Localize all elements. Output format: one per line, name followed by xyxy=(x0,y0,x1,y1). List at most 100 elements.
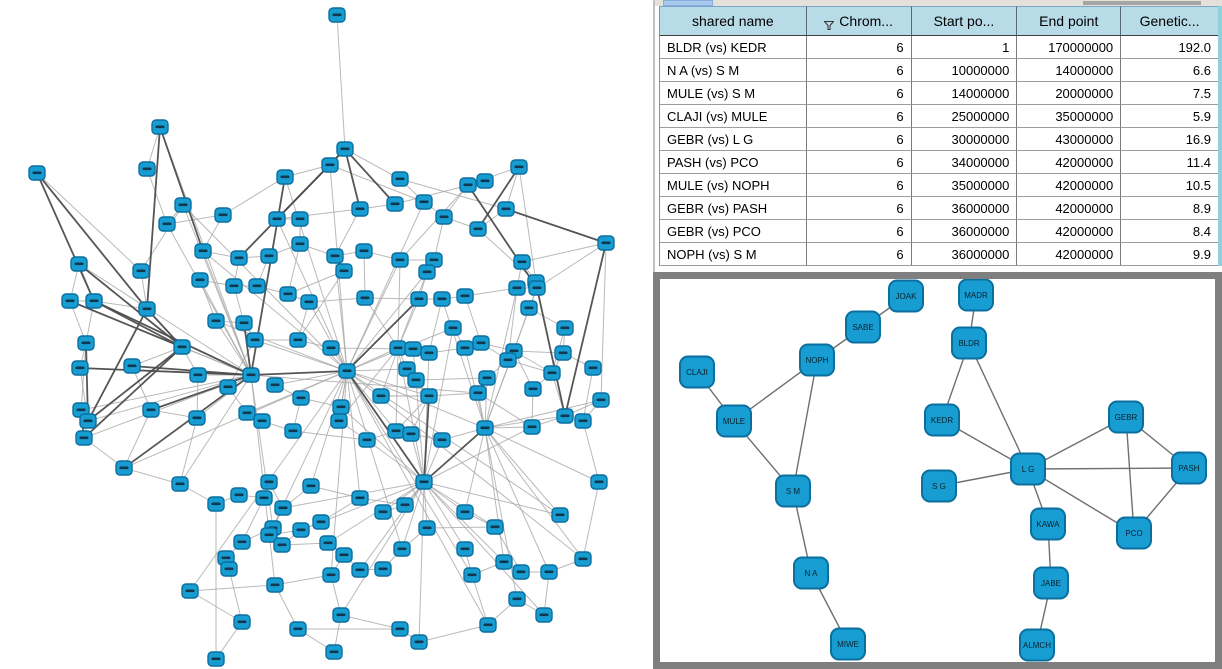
network-node[interactable] xyxy=(418,520,436,536)
table-cell[interactable]: 1 xyxy=(911,36,1018,59)
table-cell[interactable]: MULE (vs) S M xyxy=(660,82,807,105)
network-node[interactable] xyxy=(358,432,376,448)
network-node[interactable] xyxy=(523,419,541,435)
network-node[interactable] xyxy=(512,564,530,580)
table-cell[interactable]: GEBR (vs) PCO xyxy=(660,220,807,243)
table-cell[interactable]: 192.0 xyxy=(1121,36,1219,59)
network-node[interactable] xyxy=(214,207,232,223)
network-node[interactable] xyxy=(356,290,374,306)
network-node[interactable] xyxy=(138,301,156,317)
network-node-madr[interactable]: MADR xyxy=(958,279,994,312)
network-node-kedr[interactable]: KEDR xyxy=(924,403,960,437)
table-cell[interactable]: PASH (vs) PCO xyxy=(660,151,807,174)
network-node[interactable] xyxy=(387,423,405,439)
network-node-bldr[interactable]: BLDR xyxy=(951,326,987,360)
network-node[interactable] xyxy=(495,554,513,570)
network-node[interactable] xyxy=(325,644,343,660)
network-node[interactable] xyxy=(456,541,474,557)
table-cell[interactable]: 36000000 xyxy=(911,197,1018,220)
network-node[interactable] xyxy=(374,504,392,520)
network-node[interactable] xyxy=(28,165,46,181)
network-node[interactable] xyxy=(330,413,348,429)
network-node-mule[interactable]: MULE xyxy=(716,404,752,438)
network-node[interactable] xyxy=(207,496,225,512)
network-node[interactable] xyxy=(463,567,481,583)
network-node[interactable] xyxy=(469,221,487,237)
network-node[interactable] xyxy=(351,562,369,578)
table-cell[interactable]: BLDR (vs) KEDR xyxy=(660,36,807,59)
network-node[interactable] xyxy=(418,264,436,280)
network-node[interactable] xyxy=(574,413,592,429)
scrollbar-thumb[interactable] xyxy=(663,0,713,6)
network-node[interactable] xyxy=(410,291,428,307)
table-cell[interactable]: 6 xyxy=(806,82,912,105)
network-node[interactable] xyxy=(543,365,561,381)
network-node[interactable] xyxy=(476,420,494,436)
network-node[interactable] xyxy=(528,280,546,296)
table-cell[interactable]: 35000000 xyxy=(911,174,1018,197)
network-node[interactable] xyxy=(351,490,369,506)
network-node[interactable] xyxy=(524,381,542,397)
column-header-1[interactable]: Chrom... xyxy=(806,6,912,36)
network-node[interactable] xyxy=(540,564,558,580)
filter-funnel-icon[interactable] xyxy=(823,17,835,30)
network-node[interactable] xyxy=(292,390,310,406)
table-cell[interactable]: 6 xyxy=(806,174,912,197)
table-cell[interactable]: 5.9 xyxy=(1121,105,1219,128)
network-node[interactable] xyxy=(584,360,602,376)
network-node[interactable] xyxy=(284,423,302,439)
network-node[interactable] xyxy=(279,286,297,302)
network-node[interactable] xyxy=(520,300,538,316)
network-node[interactable] xyxy=(456,340,474,356)
table-cell[interactable]: 20000000 xyxy=(1017,82,1122,105)
network-node[interactable] xyxy=(79,413,97,429)
network-node[interactable] xyxy=(230,250,248,266)
network-node[interactable] xyxy=(181,583,199,599)
network-node[interactable] xyxy=(194,243,212,259)
network-node[interactable] xyxy=(207,651,225,667)
network-node[interactable] xyxy=(407,372,425,388)
network-node[interactable] xyxy=(292,522,310,538)
table-cell[interactable]: 35000000 xyxy=(1017,105,1122,128)
table-cell[interactable]: GEBR (vs) L G xyxy=(660,128,807,151)
column-header-0[interactable]: shared name xyxy=(660,6,807,36)
network-node[interactable] xyxy=(85,293,103,309)
table-cell[interactable]: 43000000 xyxy=(1017,128,1122,151)
network-node[interactable] xyxy=(404,341,422,357)
table-cell[interactable]: 6 xyxy=(806,128,912,151)
network-node[interactable] xyxy=(476,173,494,189)
network-node[interactable] xyxy=(276,169,294,185)
table-cell[interactable]: 34000000 xyxy=(911,151,1018,174)
table-cell[interactable]: 10000000 xyxy=(911,59,1018,82)
table-cell[interactable]: 14000000 xyxy=(911,82,1018,105)
network-node[interactable] xyxy=(391,621,409,637)
network-edge[interactable] xyxy=(968,342,1029,470)
table-row[interactable]: GEBR (vs) PASH 6 36000000 42000000 8.9 xyxy=(660,197,1219,220)
table-cell[interactable]: 42000000 xyxy=(1017,151,1122,174)
network-node-miwe[interactable]: MIWE xyxy=(830,627,866,661)
network-node[interactable] xyxy=(420,388,438,404)
table-row[interactable]: GEBR (vs) PCO 6 36000000 42000000 8.4 xyxy=(660,220,1219,243)
network-node[interactable] xyxy=(332,607,350,623)
table-cell[interactable]: 6 xyxy=(806,105,912,128)
network-node[interactable] xyxy=(499,352,517,368)
network-node[interactable] xyxy=(188,410,206,426)
network-node[interactable] xyxy=(321,157,339,173)
network-node[interactable] xyxy=(374,561,392,577)
network-node[interactable] xyxy=(415,194,433,210)
network-node[interactable] xyxy=(248,278,266,294)
table-cell[interactable]: 6.6 xyxy=(1121,59,1219,82)
table-cell[interactable]: 6 xyxy=(806,36,912,59)
network-node[interactable] xyxy=(556,320,574,336)
network-node-joak[interactable]: JOAK xyxy=(888,279,924,313)
network-node[interactable] xyxy=(233,614,251,630)
network-node-noph[interactable]: NOPH xyxy=(799,343,835,377)
network-node[interactable] xyxy=(508,280,526,296)
network-node[interactable] xyxy=(513,254,531,270)
network-node[interactable] xyxy=(326,248,344,264)
network-node[interactable] xyxy=(123,358,141,374)
network-node[interactable] xyxy=(444,320,462,336)
table-cell[interactable]: 6 xyxy=(806,59,912,82)
table-row[interactable]: N A (vs) S M 6 10000000 14000000 6.6 xyxy=(660,59,1219,82)
network-node[interactable] xyxy=(592,392,610,408)
